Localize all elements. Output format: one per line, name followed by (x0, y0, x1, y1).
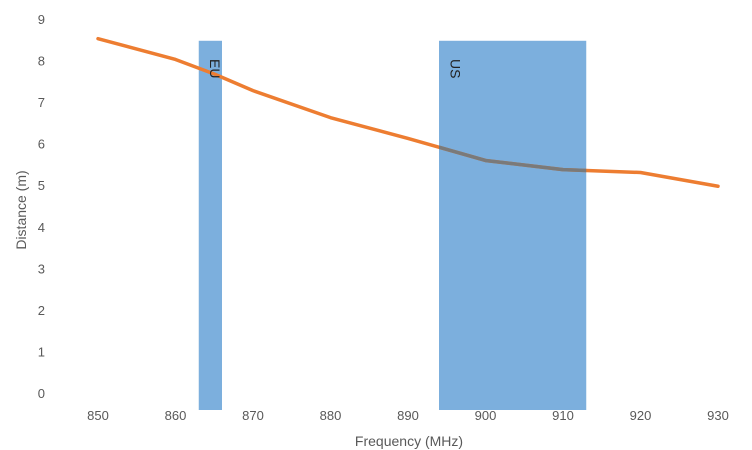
series-line (96, 36, 720, 188)
x-tick-label: 860 (165, 408, 187, 423)
x-axis-label: Frequency (MHz) (355, 433, 463, 449)
y-tick-label: 6 (38, 137, 45, 152)
band-label-us: US (447, 59, 463, 78)
x-tick-label: 850 (87, 408, 109, 423)
y-tick-label: 2 (38, 303, 45, 318)
y-tick-label: 0 (38, 386, 45, 401)
x-tick-label: 880 (320, 408, 342, 423)
y-tick-label: 1 (38, 344, 45, 359)
band-us (439, 40, 587, 411)
series-line-group (96, 36, 720, 188)
highlight-bands (198, 40, 587, 411)
x-tick-label: 900 (475, 408, 497, 423)
band-eu (198, 40, 222, 411)
x-tick-label: 910 (552, 408, 574, 423)
y-tick-label: 7 (38, 95, 45, 110)
y-tick-label: 4 (38, 220, 45, 235)
y-tick-label: 3 (38, 261, 45, 276)
band-labels: EU US (207, 59, 463, 78)
y-tick-label: 5 (38, 178, 45, 193)
series-line-overlap (439, 145, 587, 173)
y-axis-ticks: 0 1 2 3 4 5 6 7 8 9 (38, 12, 45, 401)
y-axis-label: Distance (m) (13, 170, 29, 249)
x-axis-ticks: 850 860 870 880 890 900 910 920 930 (87, 408, 729, 423)
x-tick-label: 930 (707, 408, 729, 423)
y-tick-label: 9 (38, 12, 45, 27)
y-tick-label: 8 (38, 54, 45, 69)
x-tick-label: 920 (630, 408, 652, 423)
band-label-eu: EU (207, 59, 223, 78)
x-tick-label: 870 (242, 408, 264, 423)
x-tick-label: 890 (397, 408, 419, 423)
